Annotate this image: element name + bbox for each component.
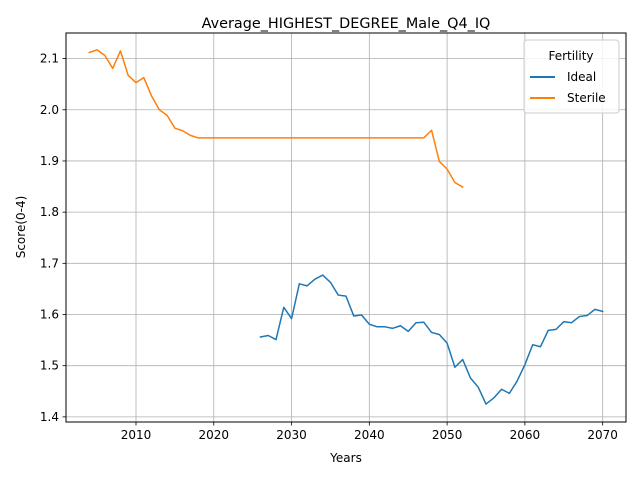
chart-title: Average_HIGHEST_DEGREE_Male_Q4_IQ	[202, 16, 491, 32]
y-tick-label: 1.9	[40, 154, 59, 168]
legend-title: Fertility	[548, 49, 593, 63]
series-line-sterile	[88, 49, 464, 189]
x-tick-label: 2070	[587, 428, 618, 442]
y-tick-label: 1.8	[40, 205, 59, 219]
x-tick-label: 2040	[354, 428, 385, 442]
y-tick-label: 1.5	[40, 359, 59, 373]
legend: Fertility Ideal Sterile	[523, 39, 620, 114]
y-tick-label: 1.4	[40, 410, 59, 424]
y-tick-label: 2.0	[40, 103, 59, 117]
series-lines	[88, 49, 604, 405]
x-tick-label: 2030	[276, 428, 307, 442]
series-line-ideal	[259, 274, 604, 405]
x-axis-title: Years	[329, 451, 362, 465]
plot-frame	[65, 32, 627, 423]
axis-ticks: 2010 2020 2030 2040 2050 2060 2070 1.4 1.5 1.6 1.7…	[40, 52, 618, 442]
grid-lines	[66, 33, 626, 422]
y-tick-label: 2.1	[40, 52, 59, 66]
legend-label-ideal: Ideal	[567, 70, 596, 84]
y-tick-label: 1.7	[40, 256, 59, 270]
x-tick-label: 2020	[199, 428, 230, 442]
x-tick-label: 2010	[121, 428, 152, 442]
legend-box	[523, 39, 620, 114]
x-tick-label: 2050	[432, 428, 463, 442]
legend-label-sterile: Sterile	[567, 91, 606, 105]
y-tick-label: 1.6	[40, 308, 59, 322]
y-axis-title: Score(0-4)	[14, 196, 28, 259]
x-tick-label: 2060	[510, 428, 541, 442]
